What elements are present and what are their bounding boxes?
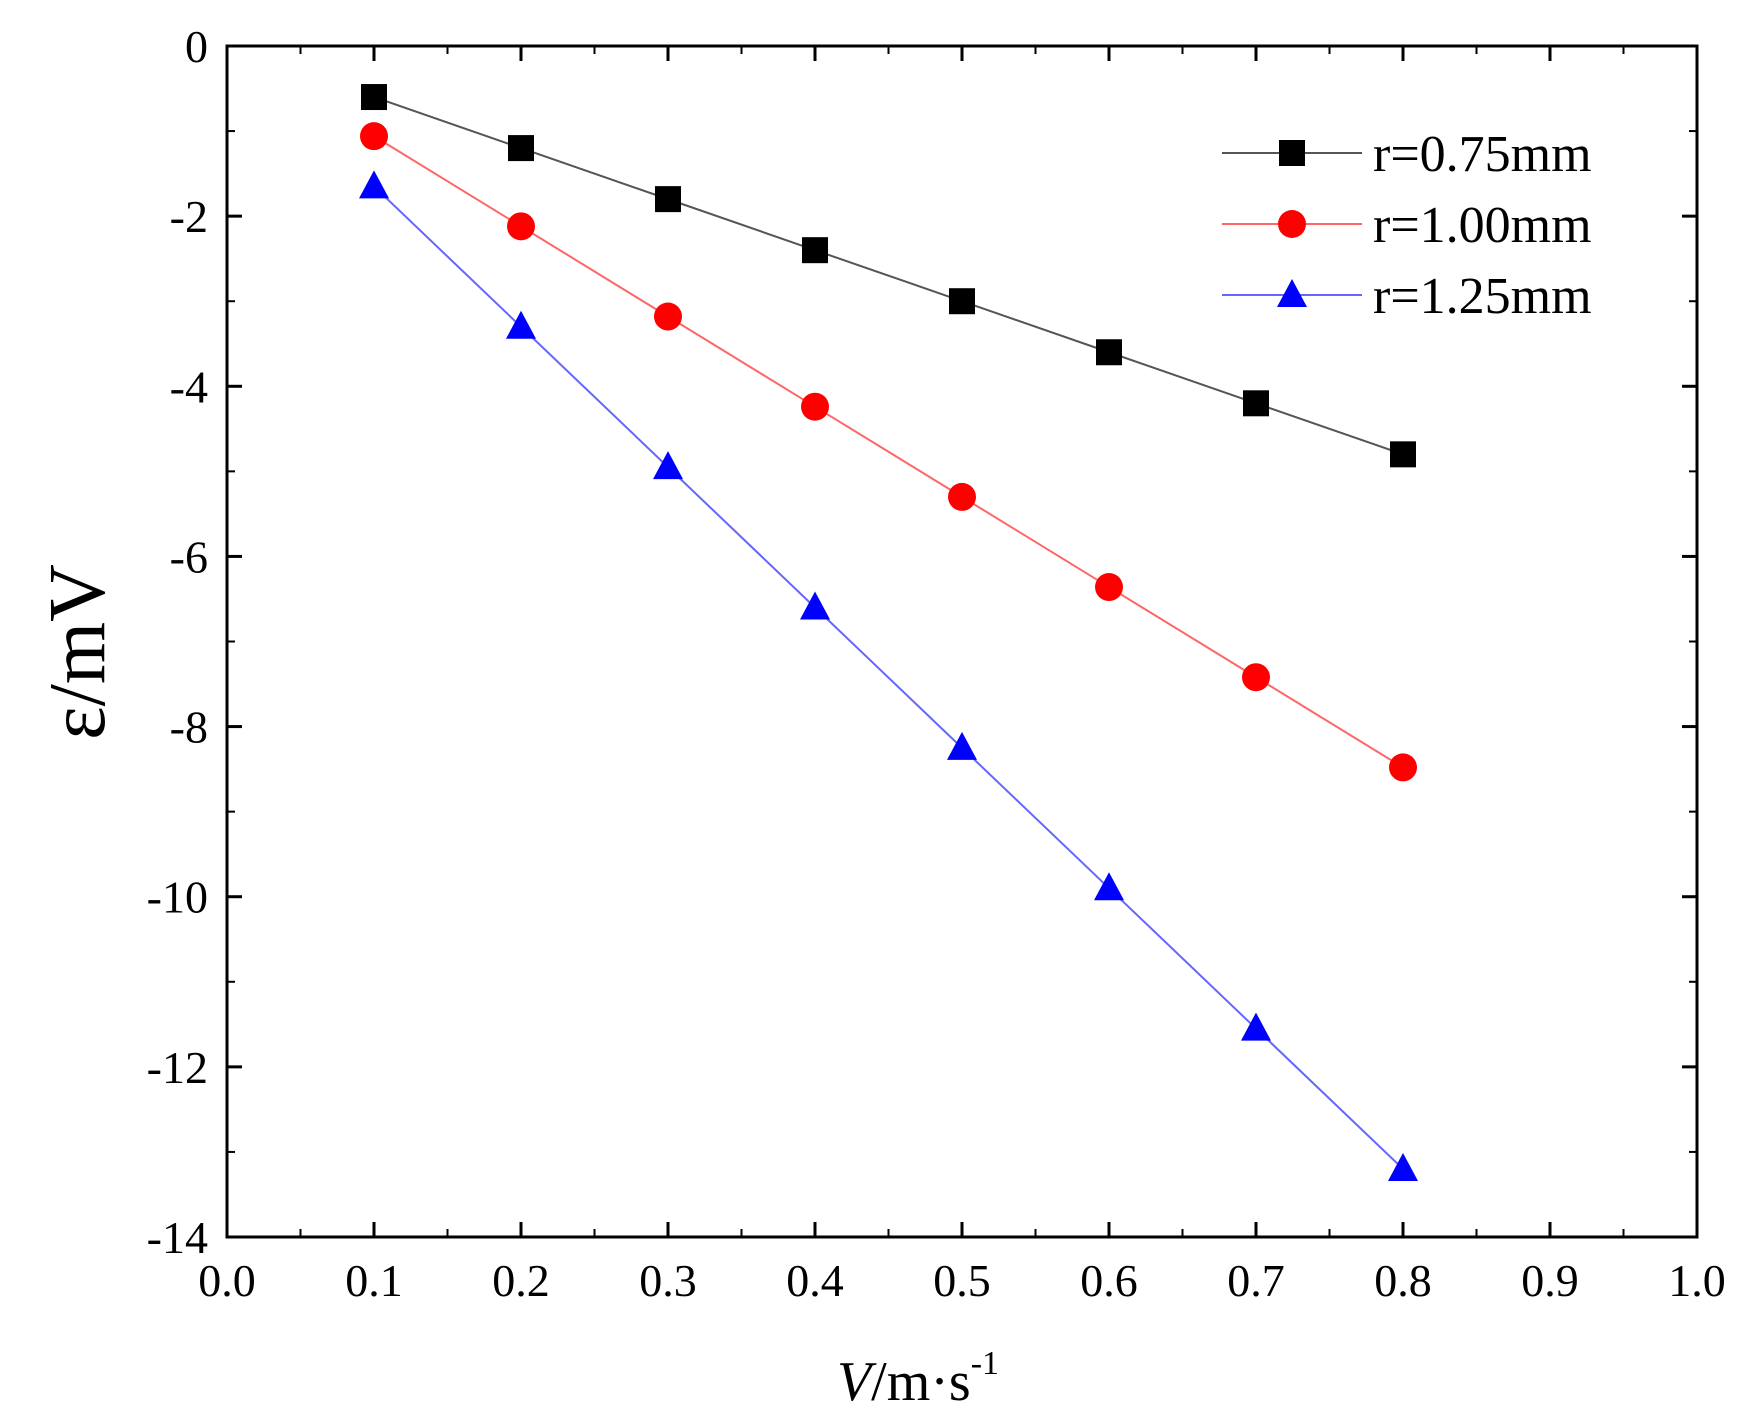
legend-marker <box>1277 279 1307 307</box>
x-tick-label: 0.9 <box>1521 1255 1579 1306</box>
data-point-series-3 <box>1241 1012 1271 1041</box>
data-point-series-1 <box>1243 390 1269 417</box>
y-tick-label: -6 <box>170 531 208 582</box>
data-point-series-2 <box>801 392 829 421</box>
data-point-series-3 <box>359 170 389 199</box>
y-tick-label: -4 <box>170 361 208 412</box>
data-point-series-3 <box>1094 872 1124 901</box>
data-point-series-2 <box>1242 663 1270 692</box>
x-axis-title: V/m·s-1 <box>837 1345 999 1413</box>
data-point-series-1 <box>1096 339 1122 366</box>
data-point-series-1 <box>655 186 681 213</box>
x-axis-title-superscript: -1 <box>971 1345 999 1382</box>
y-tick-label: -14 <box>147 1212 208 1263</box>
data-point-series-2 <box>654 302 682 331</box>
y-tick-label: -8 <box>170 702 208 753</box>
x-tick-label: 0.6 <box>1080 1255 1138 1306</box>
data-point-series-1 <box>361 84 387 111</box>
x-tick-label: 0.1 <box>345 1255 403 1306</box>
data-point-series-3 <box>947 731 977 760</box>
data-point-series-1 <box>508 135 534 162</box>
series-line-1 <box>373 96 1404 456</box>
data-point-series-2 <box>948 482 976 511</box>
x-axis-title-italic: V <box>837 1351 877 1413</box>
x-tick-label: 0.0 <box>198 1255 256 1306</box>
y-tick-label: 0 <box>185 21 208 72</box>
data-point-series-1 <box>949 288 975 315</box>
x-tick-label: 0.8 <box>1374 1255 1432 1306</box>
data-point-series-3 <box>800 591 830 620</box>
legend-label: r=0.75mm <box>1373 126 1592 183</box>
legend-label: r=1.00mm <box>1373 197 1592 254</box>
data-point-series-2 <box>1095 573 1123 602</box>
plot-frame <box>225 44 1699 1239</box>
x-tick-label: 0.5 <box>933 1255 991 1306</box>
legend: r=0.75mm r=1.00mm r=1.25mm <box>1222 126 1592 325</box>
series-line-2 <box>373 135 1404 769</box>
series-line-3 <box>373 185 1404 1170</box>
y-tick-label: -2 <box>170 191 208 242</box>
x-tick-label: 0.7 <box>1227 1255 1285 1306</box>
data-point-series-1 <box>1390 441 1416 468</box>
x-tick-labels: 0.0 0.1 0.2 0.3 0.4 0.5 0.6 0.7 0.8 0.9 1.0 <box>198 1255 1726 1306</box>
legend-label: r=1.25mm <box>1373 268 1592 325</box>
data-point-series-3 <box>506 310 536 339</box>
x-tick-label: 1.0 <box>1668 1255 1726 1306</box>
x-tick-label: 0.2 <box>492 1255 550 1306</box>
legend-marker <box>1279 140 1305 166</box>
data-point-series-2 <box>360 122 388 151</box>
data-point-series-2 <box>1389 753 1417 782</box>
legend-marker <box>1278 210 1306 238</box>
x-tick-label: 0.4 <box>786 1255 844 1306</box>
data-point-series-3 <box>653 451 683 480</box>
y-axis-title: ε/mV <box>34 564 122 740</box>
y-tick-label: -12 <box>147 1042 208 1093</box>
series-lines <box>373 96 1404 1170</box>
data-point-series-1 <box>802 237 828 264</box>
x-tick-label: 0.3 <box>639 1255 697 1306</box>
y-tick-labels: 0 -2 -4 -6 -8 -10 -12 -14 <box>147 21 208 1263</box>
series-markers <box>359 84 1418 1181</box>
y-tick-label: -10 <box>147 872 208 923</box>
data-point-series-2 <box>507 212 535 241</box>
data-point-series-3 <box>1388 1152 1418 1181</box>
x-axis-title-unit: /m·s <box>871 1351 971 1413</box>
